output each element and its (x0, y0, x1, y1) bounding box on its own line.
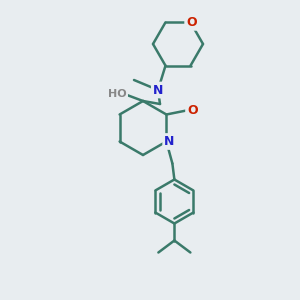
Text: N: N (164, 135, 175, 148)
Text: HO: HO (108, 89, 126, 99)
Text: O: O (186, 16, 197, 29)
Text: O: O (187, 104, 198, 117)
Text: N: N (153, 83, 163, 97)
